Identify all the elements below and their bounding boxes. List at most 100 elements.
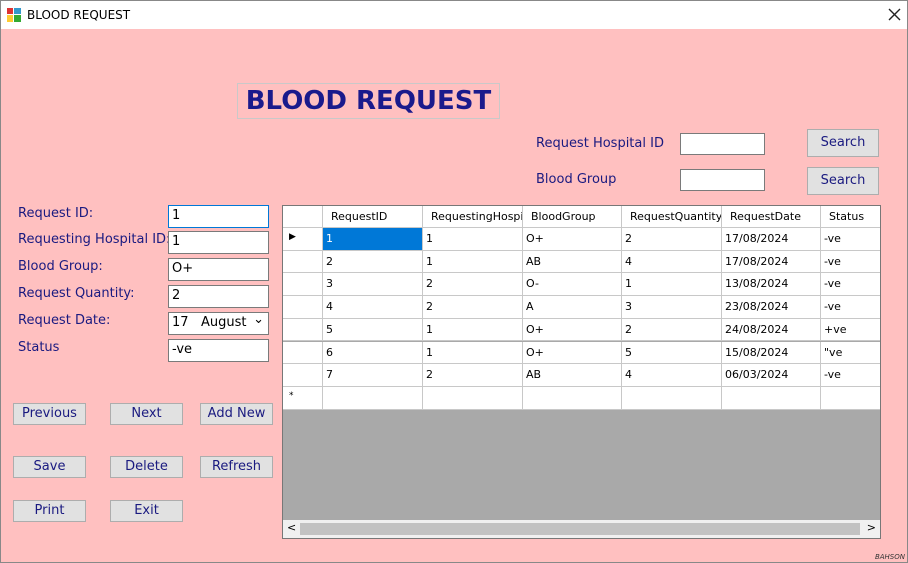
table-cell[interactable]: O+ xyxy=(523,318,622,342)
scroll-right[interactable]: > xyxy=(866,521,876,534)
table-cell[interactable]: 7 xyxy=(323,364,423,387)
table-cell[interactable]: 3 xyxy=(622,296,722,319)
scroll-left[interactable]: < xyxy=(287,521,297,534)
action-button[interactable]: Refresh xyxy=(200,456,273,478)
table-cell[interactable]: 1 xyxy=(323,228,423,251)
row-header-corner xyxy=(283,206,323,228)
table-cell[interactable]: 3 xyxy=(323,273,423,297)
table-cell[interactable]: 2 xyxy=(423,364,523,387)
row-header xyxy=(283,250,323,274)
horizontal-scrollbar[interactable]: < > xyxy=(283,520,880,538)
search-label: Blood Group xyxy=(536,172,617,187)
title-bar: BLOOD REQUEST xyxy=(1,1,907,29)
table-cell[interactable]: 4 xyxy=(622,250,722,274)
table-cell[interactable]: 2 xyxy=(423,296,523,319)
row-header: * xyxy=(283,386,323,410)
table-cell[interactable]: 6 xyxy=(323,341,423,365)
table-cell[interactable]: -ve xyxy=(821,296,880,319)
table-cell[interactable] xyxy=(423,386,523,410)
scroll-thumb[interactable] xyxy=(300,523,860,535)
table-cell[interactable]: 1 xyxy=(423,341,523,365)
table-cell[interactable]: 5 xyxy=(323,318,423,342)
table-cell[interactable]: AB xyxy=(523,364,622,387)
column-header: RequestID xyxy=(323,206,423,228)
header-title: BLOOD REQUEST xyxy=(237,83,500,119)
row-header xyxy=(283,318,323,342)
text-input[interactable]: 2 xyxy=(168,285,269,308)
table-cell[interactable]: AB xyxy=(523,250,622,274)
table-cell[interactable] xyxy=(323,386,423,410)
table-cell[interactable]: -ve xyxy=(821,228,880,251)
search-button[interactable]: Search xyxy=(807,167,879,195)
action-button[interactable]: Exit xyxy=(110,500,183,522)
action-button[interactable]: Save xyxy=(13,456,86,478)
column-header: RequestDate xyxy=(722,206,821,228)
dropdown-arrow[interactable]: ⌄ xyxy=(253,312,264,327)
table-cell[interactable]: O+ xyxy=(523,228,622,251)
action-button[interactable]: Delete xyxy=(110,456,183,478)
table-cell[interactable]: 15/08/2024 xyxy=(722,341,821,365)
field-label: Requesting Hospital ID: xyxy=(18,232,171,247)
table-cell[interactable]: -ve xyxy=(821,250,880,274)
table-cell[interactable]: 1 xyxy=(622,273,722,297)
table-cell[interactable]: 2 xyxy=(622,228,722,251)
field-label: Request ID: xyxy=(18,206,94,221)
action-button[interactable]: Next xyxy=(110,403,183,425)
column-header: RequestQuantity xyxy=(622,206,722,228)
data-grid[interactable]: RequestIDRequestingHospitalBloodGroupReq… xyxy=(282,205,881,539)
row-header xyxy=(283,364,323,387)
field-label: Request Date: xyxy=(18,313,111,328)
table-cell[interactable] xyxy=(821,386,880,410)
text-input[interactable]: 1 xyxy=(168,205,269,228)
table-cell[interactable]: 4 xyxy=(622,364,722,387)
table-cell[interactable]: "ve xyxy=(821,341,880,365)
search-button[interactable]: Search xyxy=(807,129,879,157)
table-cell[interactable]: 4 xyxy=(323,296,423,319)
table-cell[interactable]: 1 xyxy=(423,228,523,251)
table-cell[interactable] xyxy=(523,386,622,410)
table-cell[interactable]: 24/08/2024 xyxy=(722,318,821,342)
field-label: Request Quantity: xyxy=(18,286,135,301)
table-cell[interactable]: 2 xyxy=(423,273,523,297)
table-cell[interactable]: A xyxy=(523,296,622,319)
table-cell[interactable]: O+ xyxy=(523,341,622,365)
action-button[interactable]: Previous xyxy=(13,403,86,425)
table-cell[interactable]: 2 xyxy=(622,318,722,342)
table-cell[interactable]: +ve xyxy=(821,318,880,342)
action-button[interactable]: Print xyxy=(13,500,86,522)
app-icon xyxy=(7,8,21,22)
text-input[interactable]: -ve xyxy=(168,339,269,362)
row-header xyxy=(283,296,323,319)
column-header: BloodGroup xyxy=(523,206,622,228)
table-cell[interactable]: O- xyxy=(523,273,622,297)
table-cell[interactable]: 23/08/2024 xyxy=(722,296,821,319)
table-cell[interactable] xyxy=(622,386,722,410)
table-cell[interactable]: 06/03/2024 xyxy=(722,364,821,387)
table-cell[interactable]: 17/08/2024 xyxy=(722,228,821,251)
column-header: Status xyxy=(821,206,880,228)
field-label: Blood Group: xyxy=(18,259,103,274)
row-header xyxy=(283,341,323,365)
table-cell[interactable]: 1 xyxy=(423,318,523,342)
table-cell[interactable]: 13/08/2024 xyxy=(722,273,821,297)
text-input[interactable]: O+ xyxy=(168,258,269,281)
close-button[interactable] xyxy=(888,8,901,21)
watermark: BAHSON xyxy=(874,553,905,561)
search-input[interactable] xyxy=(680,169,765,191)
table-cell[interactable]: 1 xyxy=(423,250,523,274)
table-cell[interactable]: 5 xyxy=(622,341,722,365)
table-cell[interactable]: -ve xyxy=(821,364,880,387)
table-cell[interactable] xyxy=(722,386,821,410)
action-button[interactable]: Add New xyxy=(200,403,273,425)
row-header xyxy=(283,273,323,297)
table-cell[interactable]: 2 xyxy=(323,250,423,274)
date-picker[interactable]: 17 August ⌄ xyxy=(168,312,269,335)
text-input[interactable]: 1 xyxy=(168,231,269,254)
table-cell[interactable]: 17/08/2024 xyxy=(722,250,821,274)
table-cell[interactable]: -ve xyxy=(821,273,880,297)
search-input[interactable] xyxy=(680,133,765,155)
search-label: Request Hospital ID xyxy=(536,136,664,151)
window-title: BLOOD REQUEST xyxy=(27,8,131,22)
